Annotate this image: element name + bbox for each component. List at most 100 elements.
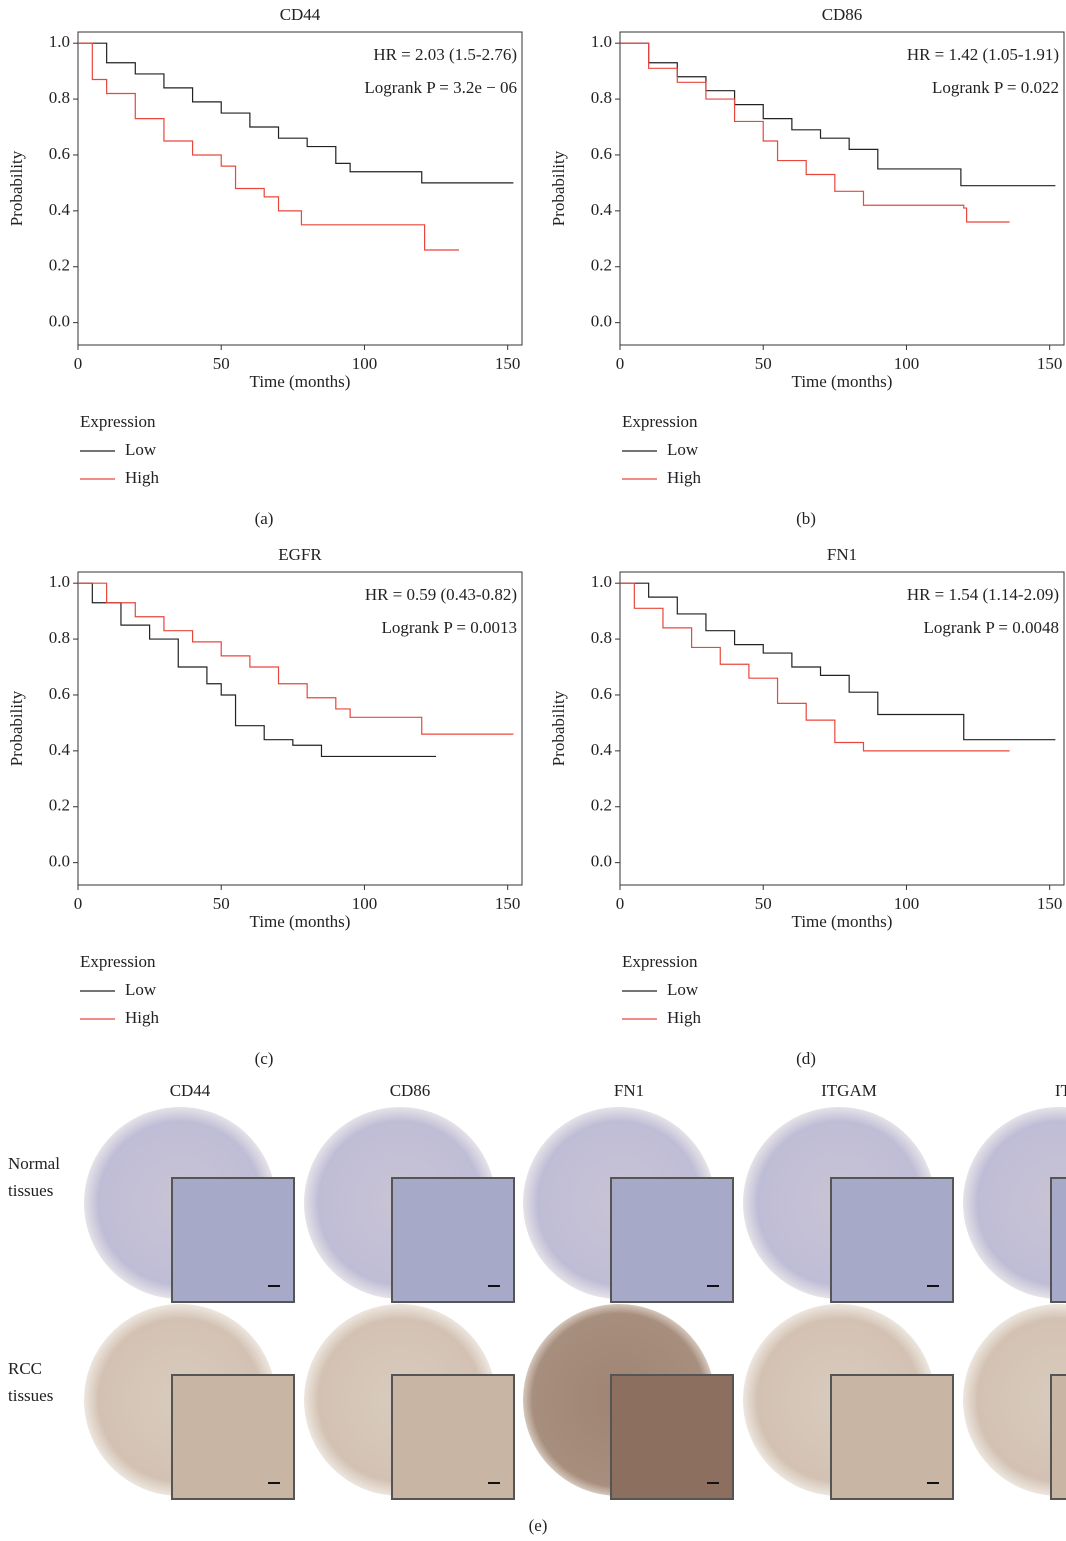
y-tick-label: 0.8 bbox=[49, 628, 70, 647]
x-tick-label: 0 bbox=[74, 894, 83, 913]
y-axis-label: Probability bbox=[549, 150, 568, 226]
legend-label: Low bbox=[125, 440, 157, 459]
column-header: CD44 bbox=[170, 1081, 211, 1100]
legend-label: High bbox=[125, 1008, 160, 1027]
annotation: Logrank P = 0.022 bbox=[932, 78, 1059, 97]
x-tick-label: 100 bbox=[352, 354, 378, 373]
survival-line bbox=[620, 582, 1056, 741]
row-label: RCC bbox=[8, 1359, 42, 1378]
tissue-inset bbox=[610, 1374, 734, 1500]
y-tick-label: 0.0 bbox=[591, 852, 612, 871]
tissue-inset bbox=[171, 1177, 295, 1303]
survival-line bbox=[78, 582, 437, 758]
legend-label: High bbox=[125, 468, 160, 487]
x-tick-label: 100 bbox=[352, 894, 378, 913]
x-tick-label: 150 bbox=[1037, 894, 1063, 913]
tissue-inset bbox=[1050, 1177, 1066, 1303]
x-tick-label: 50 bbox=[213, 894, 230, 913]
x-tick-label: 0 bbox=[74, 354, 83, 373]
row-label: tissues bbox=[8, 1386, 53, 1405]
legend-label: Low bbox=[667, 440, 699, 459]
tissue-inset bbox=[391, 1177, 515, 1303]
annotation: HR = 1.54 (1.14-2.09) bbox=[907, 585, 1059, 604]
legend-label: Low bbox=[667, 980, 699, 999]
panel-label: (e) bbox=[529, 1516, 548, 1535]
plot-frame bbox=[619, 31, 1065, 346]
y-tick-label: 0.0 bbox=[49, 312, 70, 331]
x-tick-label: 100 bbox=[894, 354, 920, 373]
y-tick-label: 1.0 bbox=[591, 572, 612, 591]
y-tick-label: 0.8 bbox=[591, 88, 612, 107]
y-tick-label: 0.6 bbox=[49, 684, 70, 703]
y-tick-label: 0.2 bbox=[591, 796, 612, 815]
y-tick-label: 0.4 bbox=[591, 200, 613, 219]
tissue-core bbox=[963, 1304, 1066, 1496]
x-axis-label: Time (months) bbox=[792, 372, 893, 391]
x-tick-label: 0 bbox=[616, 894, 625, 913]
tissue-inset bbox=[171, 1374, 295, 1500]
x-tick-label: 150 bbox=[495, 354, 521, 373]
x-tick-label: 0 bbox=[616, 354, 625, 373]
legend-title: Expression bbox=[622, 952, 698, 971]
y-tick-label: 0.6 bbox=[49, 144, 70, 163]
survival-line bbox=[78, 42, 459, 251]
annotation: HR = 0.59 (0.43-0.82) bbox=[365, 585, 517, 604]
y-tick-label: 0.2 bbox=[591, 256, 612, 275]
y-axis-label: Probability bbox=[7, 150, 26, 226]
chart-title: CD86 bbox=[822, 5, 863, 24]
tissue-inset bbox=[1050, 1374, 1066, 1500]
survival-line bbox=[620, 582, 1010, 752]
y-tick-label: 0.6 bbox=[591, 144, 612, 163]
y-tick-label: 1.0 bbox=[49, 572, 70, 591]
annotation: HR = 1.42 (1.05-1.91) bbox=[907, 45, 1059, 64]
y-axis-label: Probability bbox=[7, 690, 26, 766]
annotation: HR = 2.03 (1.5-2.76) bbox=[373, 45, 517, 64]
row-label: Normal bbox=[8, 1154, 60, 1173]
tissue-inset bbox=[610, 1177, 734, 1303]
y-tick-label: 0.2 bbox=[49, 796, 70, 815]
y-tick-label: 1.0 bbox=[591, 32, 612, 51]
chart-title: CD44 bbox=[280, 5, 321, 24]
y-tick-label: 0.4 bbox=[49, 740, 71, 759]
y-tick-label: 0.0 bbox=[591, 312, 612, 331]
tissue-inset bbox=[391, 1374, 515, 1500]
column-header: FN1 bbox=[614, 1081, 644, 1100]
y-tick-label: 0.8 bbox=[591, 628, 612, 647]
survival-line bbox=[620, 42, 1010, 223]
annotation: Logrank P = 0.0013 bbox=[381, 618, 517, 637]
legend-label: High bbox=[667, 1008, 702, 1027]
y-tick-label: 0.8 bbox=[49, 88, 70, 107]
y-tick-label: 0.6 bbox=[591, 684, 612, 703]
x-tick-label: 150 bbox=[1037, 354, 1063, 373]
legend-title: Expression bbox=[80, 412, 156, 431]
plot-frame bbox=[77, 31, 523, 346]
plot-frame bbox=[619, 571, 1065, 886]
x-tick-label: 50 bbox=[755, 354, 772, 373]
y-tick-label: 0.2 bbox=[49, 256, 70, 275]
y-tick-label: 1.0 bbox=[49, 32, 70, 51]
y-tick-label: 0.4 bbox=[591, 740, 613, 759]
x-axis-label: Time (months) bbox=[250, 912, 351, 931]
chart-title: EGFR bbox=[278, 545, 322, 564]
tissue-core bbox=[963, 1107, 1066, 1299]
y-axis-label: Probability bbox=[549, 690, 568, 766]
legend-title: Expression bbox=[80, 952, 156, 971]
row-label: tissues bbox=[8, 1181, 53, 1200]
panel-label: (d) bbox=[796, 1049, 816, 1068]
legend-label: Low bbox=[125, 980, 157, 999]
panel-label: (c) bbox=[255, 1049, 274, 1068]
column-header: ITG bbox=[1055, 1081, 1066, 1100]
x-tick-label: 50 bbox=[755, 894, 772, 913]
survival-line bbox=[78, 582, 514, 735]
panel-label: (a) bbox=[255, 509, 274, 528]
tissue-inset bbox=[830, 1177, 954, 1303]
tissue-inset bbox=[830, 1374, 954, 1500]
annotation: Logrank P = 0.0048 bbox=[923, 618, 1059, 637]
x-tick-label: 50 bbox=[213, 354, 230, 373]
chart-title: FN1 bbox=[827, 545, 857, 564]
annotation: Logrank P = 3.2e − 06 bbox=[364, 78, 517, 97]
x-axis-label: Time (months) bbox=[792, 912, 893, 931]
x-tick-label: 150 bbox=[495, 894, 521, 913]
legend-title: Expression bbox=[622, 412, 698, 431]
